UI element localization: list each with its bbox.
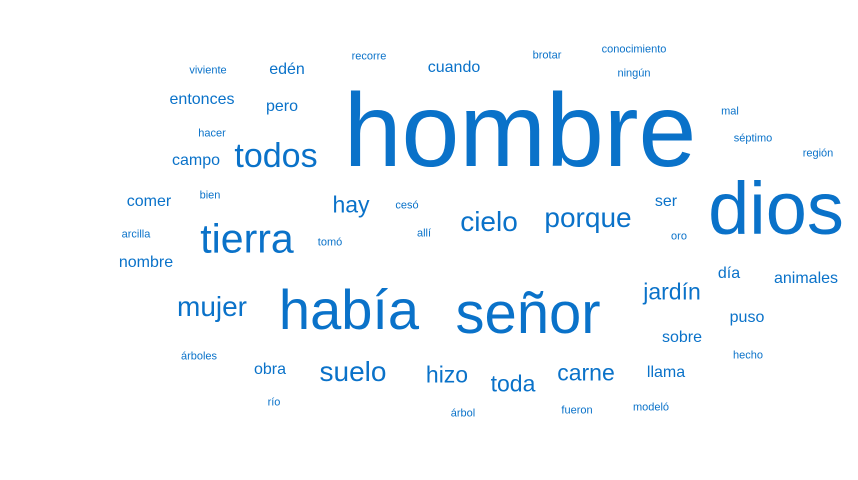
word-fueron: fueron: [561, 404, 593, 417]
word-hizo: hizo: [425, 361, 469, 388]
word-todos: todos: [234, 137, 318, 175]
word-tomo: tomó: [317, 236, 343, 249]
word-oro: oro: [671, 230, 687, 243]
word-suelo: suelo: [319, 356, 387, 387]
word-porque: porque: [544, 202, 632, 233]
word-dia: día: [717, 265, 741, 282]
word-recorre: recorre: [351, 50, 387, 63]
word-entonces: entonces: [169, 91, 235, 108]
word-hacer: hacer: [198, 127, 226, 140]
word-tierra: tierra: [200, 215, 294, 262]
word-puso: puso: [729, 309, 765, 326]
word-sobre: sobre: [661, 329, 703, 346]
word-llama: llama: [646, 364, 686, 381]
word-mal: mal: [721, 105, 739, 118]
word-modelo: modeló: [632, 401, 670, 414]
word-mujer: mujer: [176, 291, 248, 322]
word-campo: campo: [171, 152, 221, 169]
word-hay: hay: [332, 191, 370, 218]
word-conocimiento: conocimiento: [601, 43, 667, 56]
word-brotar: brotar: [532, 49, 562, 62]
word-viviente: viviente: [189, 64, 227, 77]
word-cielo: cielo: [460, 206, 518, 237]
word-pero: pero: [265, 98, 299, 115]
word-septimo: séptimo: [733, 132, 773, 145]
word-bien: bien: [199, 189, 221, 202]
word-carne: carne: [557, 359, 615, 386]
word-eden: edén: [269, 61, 305, 78]
word-hecho: hecho: [733, 349, 763, 362]
word-ser: ser: [654, 193, 678, 210]
word-hombre: hombre: [343, 73, 697, 189]
word-ceso: cesó: [395, 199, 419, 212]
word-alli: allí: [416, 227, 432, 240]
word-toda: toda: [490, 370, 536, 397]
word-habia: había: [278, 278, 420, 341]
word-jardin: jardín: [643, 278, 701, 305]
word-dios: dios: [708, 167, 844, 250]
word-arcilla: arcilla: [121, 228, 151, 241]
word-region: región: [802, 147, 834, 160]
word-arbol: árbol: [450, 407, 476, 420]
word-nombre: nombre: [118, 254, 174, 271]
word-comer: comer: [126, 193, 172, 210]
word-obra: obra: [253, 361, 287, 378]
word-arboles: árboles: [180, 350, 218, 363]
word-animales: animales: [773, 270, 839, 287]
word-ningun: ningún: [617, 67, 651, 80]
word-senor: señor: [455, 281, 601, 346]
word-rio: río: [267, 396, 281, 409]
word-cuando: cuando: [427, 59, 481, 76]
